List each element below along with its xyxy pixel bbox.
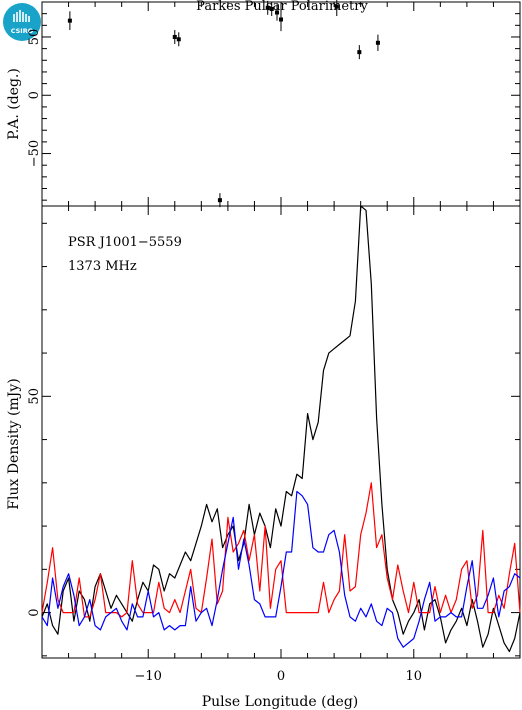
pa-point [217, 193, 222, 208]
pa-marker [265, 5, 270, 10]
pa-point [176, 32, 181, 47]
frequency-label: 1373 MHz [68, 259, 137, 274]
pa-marker [279, 17, 283, 22]
pa-point [275, 4, 280, 21]
pa-marker [334, 4, 339, 9]
x-tick-label: −10 [135, 669, 162, 684]
logo-text: CSIRO [11, 27, 34, 35]
linear-polarisation-line [41, 482, 521, 618]
pa-point [269, 2, 274, 16]
pa-panel-frame [41, 1, 521, 207]
pa-marker [375, 40, 380, 45]
pa-point [265, 0, 270, 15]
x-axis-label: Pulse Longitude (deg) [202, 694, 359, 710]
pa-point [357, 45, 362, 60]
csiro-logo: CSIRO [3, 3, 41, 41]
chart-title: Parkes Pulsar Polarimetry [196, 0, 368, 14]
pa-marker [217, 198, 222, 203]
pa-marker [176, 37, 181, 42]
logo-waveform-icon [13, 10, 30, 22]
pa-marker [275, 10, 280, 15]
flux-axis-label: Flux Density (mJy) [6, 378, 22, 509]
pa-point [375, 34, 380, 51]
pa-axis-label: P.A. (deg.) [6, 68, 22, 140]
flux-y-tick-label: 0 [27, 608, 42, 616]
x-tick-label: 10 [406, 669, 423, 684]
circular-polarisation-line [41, 490, 521, 648]
axis-ticks: −10 0 10 −50 0 50 0 50 [27, 2, 521, 684]
pa-y-tick-label: −50 [27, 140, 42, 167]
pa-point [279, 7, 283, 32]
pa-marker [269, 6, 274, 11]
pa-point [334, 0, 339, 16]
pa-y-tick-label: 0 [27, 91, 42, 99]
pa-marker [172, 34, 177, 39]
pa-marker [67, 18, 72, 23]
flux-y-tick-label: 50 [27, 388, 42, 405]
flux-profile-lines [41, 205, 521, 653]
logo-badge-icon [3, 3, 41, 41]
x-tick-label: 0 [277, 669, 285, 684]
pa-point [172, 29, 177, 44]
pa-points [67, 0, 380, 208]
pa-point [67, 11, 72, 30]
pulsar-name-label: PSR J1001−5559 [68, 235, 182, 250]
pa-y-tick-label: 50 [27, 29, 42, 46]
pa-marker [357, 50, 362, 55]
